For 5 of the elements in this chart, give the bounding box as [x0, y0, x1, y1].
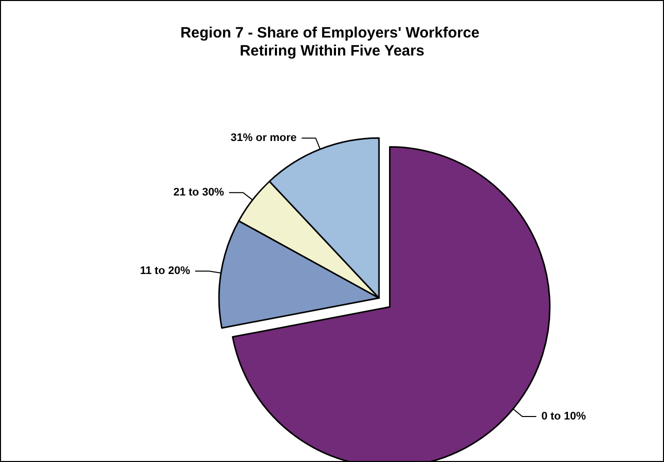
slice-label: 0 to 10% [541, 410, 586, 423]
slice-label: 31% or more [230, 132, 297, 144]
slice-label: 21 to 30% [173, 186, 224, 199]
slice-label: 11 to 20% [140, 265, 190, 278]
chart-title: Region 7 - Share of Employers' Workforce Retiring Within Five Years [180, 24, 484, 60]
